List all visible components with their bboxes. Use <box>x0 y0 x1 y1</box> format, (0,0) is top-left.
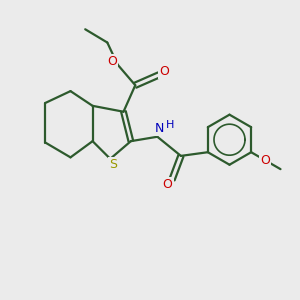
Text: H: H <box>166 120 174 130</box>
Text: O: O <box>163 178 172 191</box>
Text: O: O <box>159 65 169 79</box>
Text: O: O <box>107 55 117 68</box>
Text: S: S <box>109 158 117 171</box>
Text: O: O <box>260 154 270 167</box>
Text: N: N <box>155 122 164 135</box>
